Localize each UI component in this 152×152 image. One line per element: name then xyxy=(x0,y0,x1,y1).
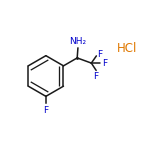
Text: F: F xyxy=(94,72,99,81)
Text: F: F xyxy=(43,105,48,114)
Text: HCl: HCl xyxy=(117,42,137,55)
Text: NH₂: NH₂ xyxy=(69,37,86,46)
Text: F: F xyxy=(102,59,107,68)
Text: F: F xyxy=(97,50,102,59)
